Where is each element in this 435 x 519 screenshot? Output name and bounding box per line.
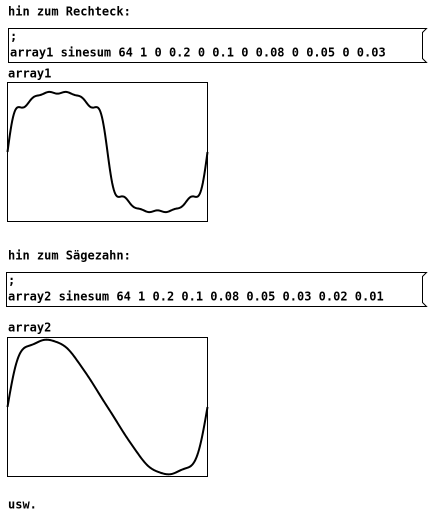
array-label: array1 [8,67,51,81]
message-box[interactable] [8,28,428,63]
message-line[interactable]: array1 sinesum 64 1 0 0.2 0 0.1 0 0.08 0… [10,46,386,60]
comment: hin zum Sägezahn: [8,249,131,263]
message-box[interactable] [6,272,428,307]
array-label: array2 [8,321,51,335]
waveform [6,90,209,214]
message-line[interactable]: array2 sinesum 64 1 0.2 0.1 0.08 0.05 0.… [8,290,384,304]
comment: hin zum Rechteck: [8,5,131,19]
waveform [6,338,209,476]
footer-comment: usw. [8,498,37,512]
message-line[interactable]: ; [10,30,17,44]
message-line[interactable]: ; [8,274,15,288]
